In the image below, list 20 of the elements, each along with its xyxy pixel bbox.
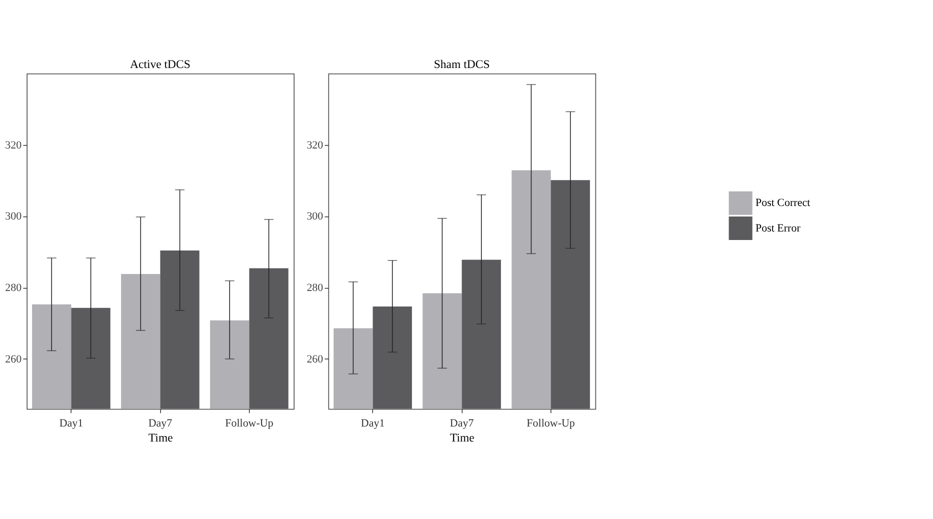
x-tick-label: Day1 [360,418,385,430]
x-tick-label: Follow-Up [225,418,274,430]
x-axis-title: Time [148,431,173,444]
x-axis-title: Time [450,431,474,444]
y-tick-label: 280 [306,282,324,294]
y-tick-label: 280 [5,282,22,294]
x-tick-label: Day7 [450,418,474,430]
y-tick-label: 320 [5,139,22,152]
x-tick-label: Day1 [59,418,84,430]
legend-label: Post Correct [756,197,810,210]
y-tick-label: 300 [5,210,22,223]
x-tick-label: Follow-Up [526,418,576,430]
y-tick-label: 260 [5,353,22,366]
x-tick-label: Day7 [148,418,173,430]
legend-label: Post Error [756,222,801,234]
y-tick-label: 320 [306,139,324,152]
chart-title: Sham tDCS [434,58,490,72]
chart-title: Active tDCS [130,58,190,72]
y-tick-label: 260 [306,353,324,366]
y-tick-label: 300 [306,210,324,223]
